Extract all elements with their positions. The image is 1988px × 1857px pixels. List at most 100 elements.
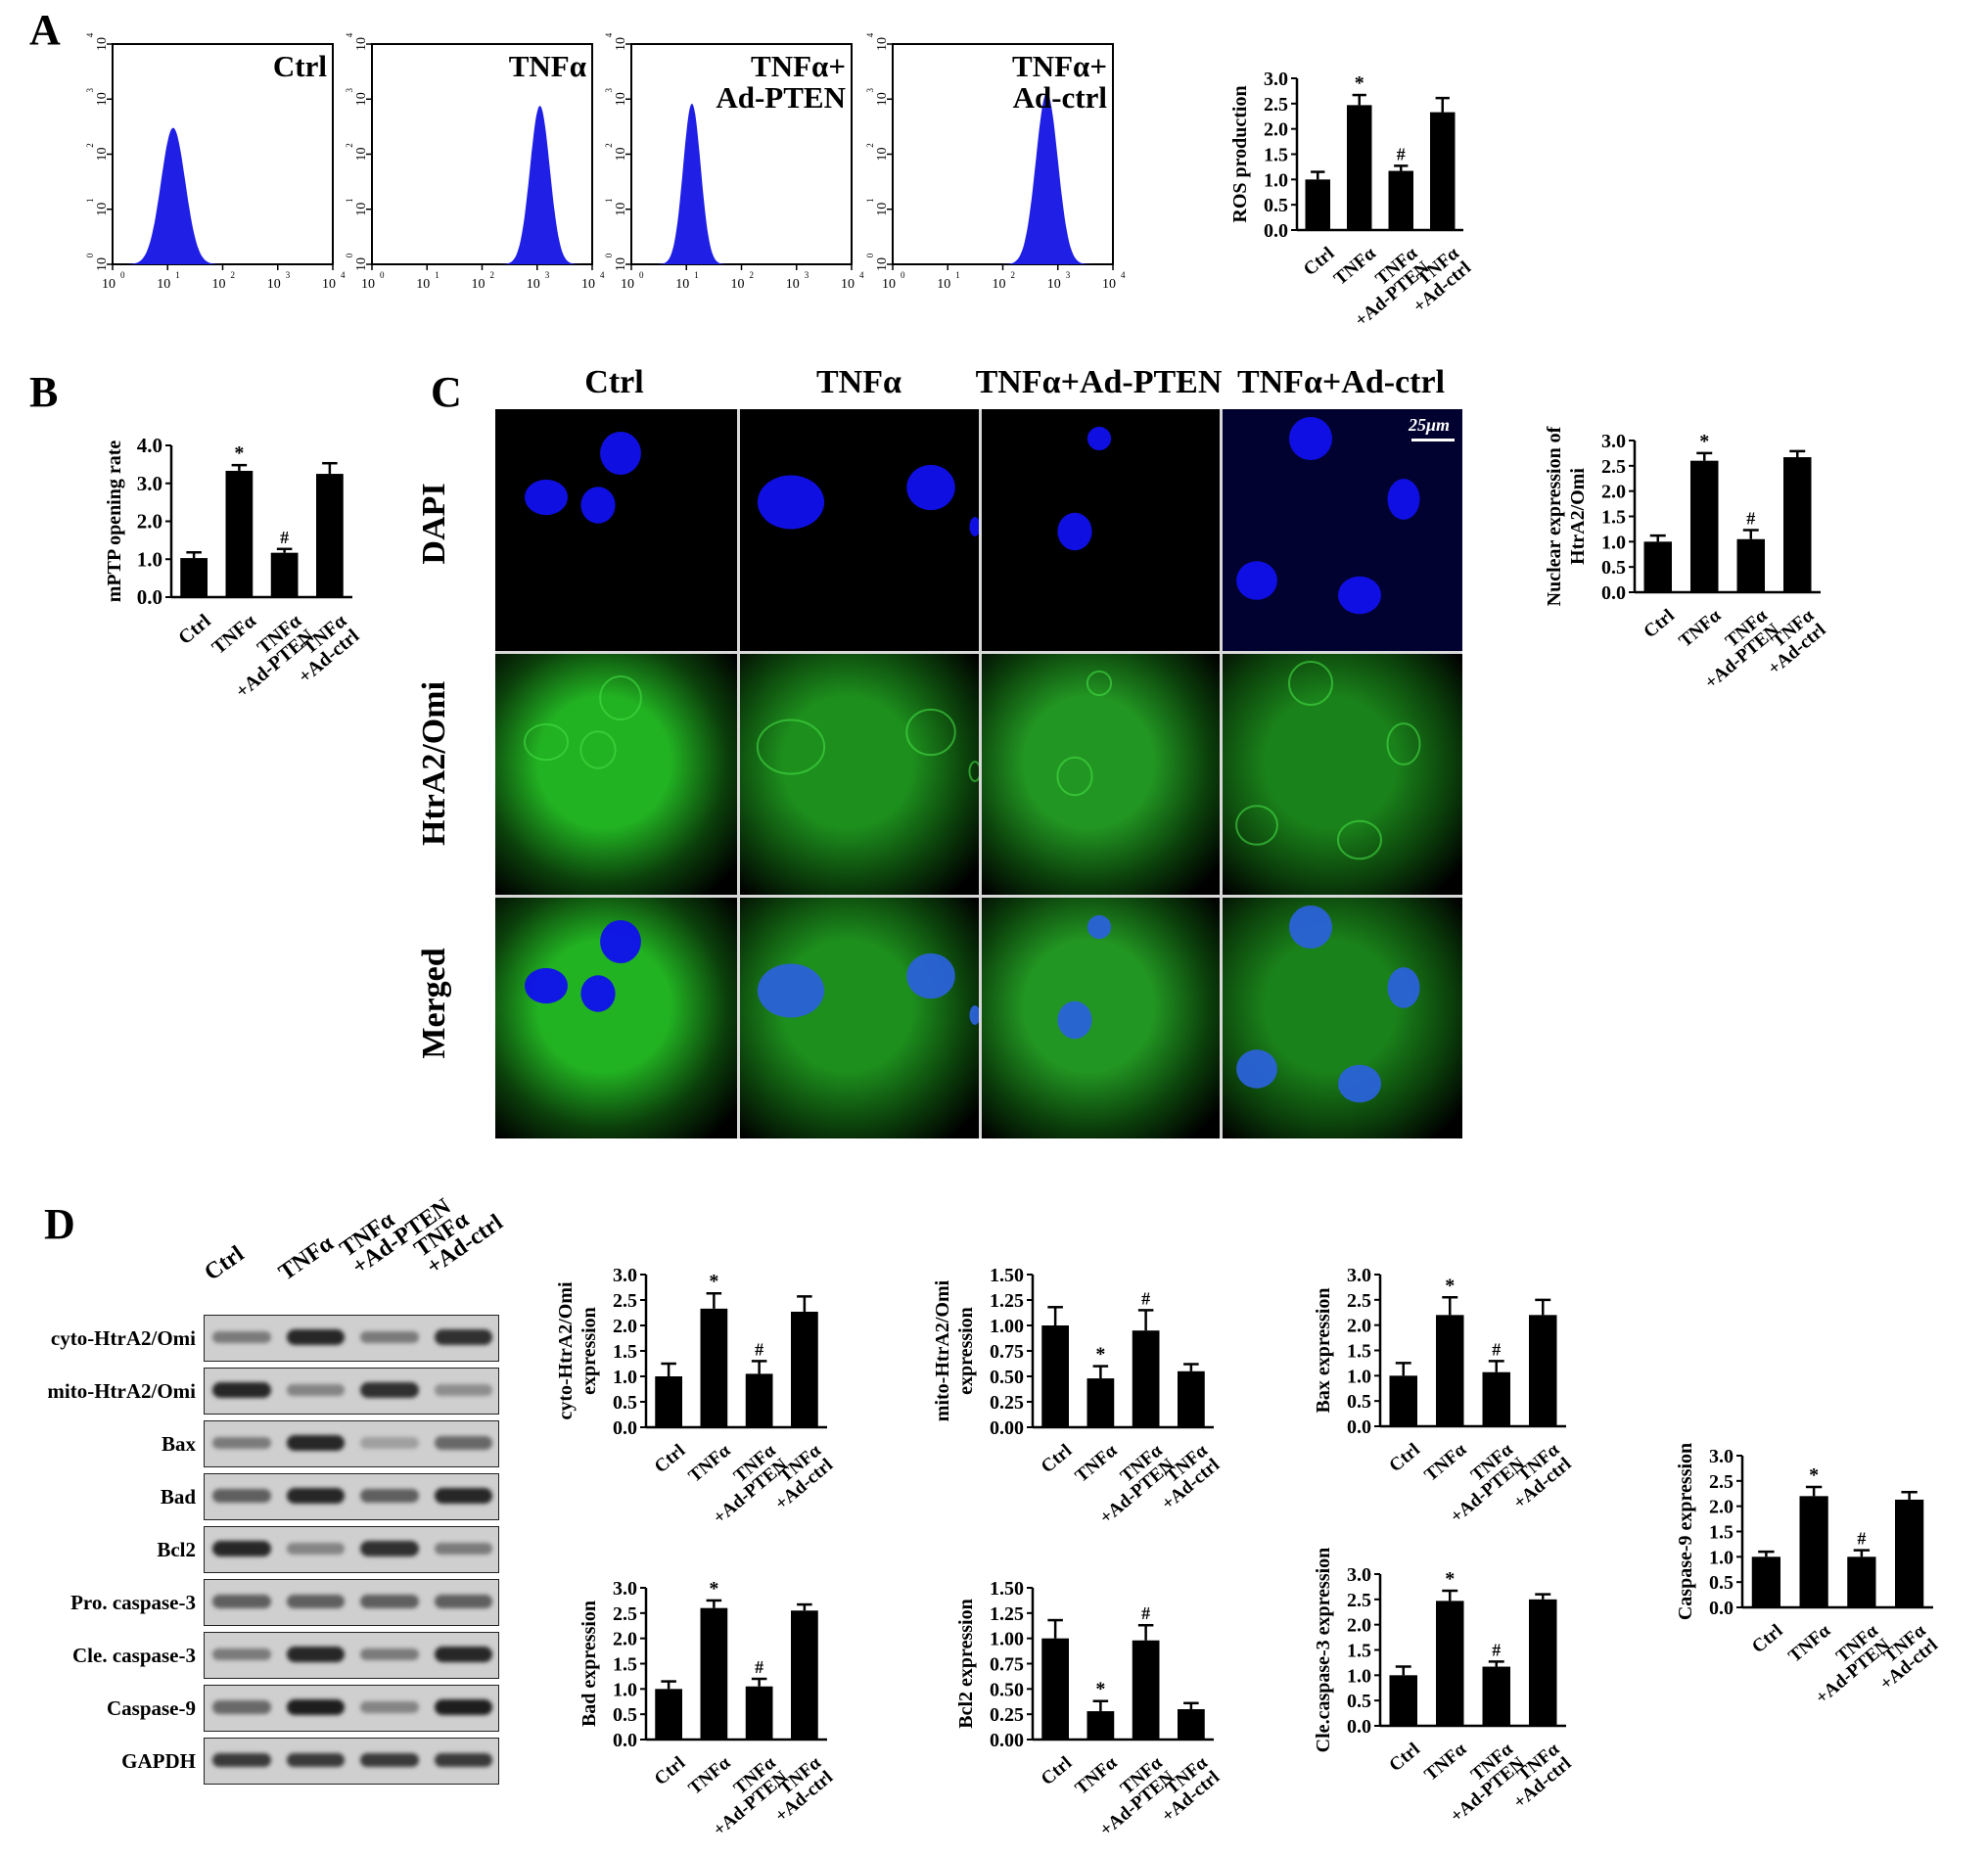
nucleus <box>1289 417 1332 460</box>
microscopy-grid: 25μm <box>495 409 1462 1138</box>
flow-y-tick-label: 10 <box>95 257 110 271</box>
flow-x-tick-label: 10 <box>581 277 595 292</box>
bar-2 <box>1736 538 1765 592</box>
panel-label-d: D <box>44 1200 75 1248</box>
significance-mark: # <box>1492 1640 1501 1659</box>
blot-row-label: Bad <box>160 1485 196 1509</box>
bar-1 <box>1436 1315 1464 1426</box>
bar-3 <box>1529 1315 1557 1426</box>
category-label: TNFα <box>685 1440 735 1487</box>
bar-1 <box>1436 1601 1464 1726</box>
blot-band <box>360 1752 419 1768</box>
category-label: TNFα <box>1420 1739 1470 1786</box>
flow-x-tick-exp: 2 <box>750 270 755 280</box>
micro-image-0-2 <box>982 409 1220 651</box>
flow-x-tick-label: 10 <box>1047 277 1061 292</box>
bar-2 <box>270 552 299 597</box>
blot-band <box>212 1436 271 1450</box>
flow-y-tick-label: 10 <box>875 257 890 271</box>
micro-image-2-2 <box>982 898 1220 1138</box>
flow-histogram <box>893 92 1113 264</box>
y-tick-label: 2.5 <box>1347 1290 1371 1312</box>
flow-histogram <box>113 127 333 264</box>
micro-image-1-2 <box>982 654 1220 895</box>
flow-x-tick-label: 10 <box>416 277 430 292</box>
y-tick-label: 2.0 <box>137 510 162 534</box>
y-tick-label: 4.0 <box>137 434 162 457</box>
bar-0 <box>655 1376 682 1427</box>
micro-row-merged: Merged <box>416 948 452 1059</box>
panel-label-b: B <box>29 368 59 416</box>
y-tick-label: 1.0 <box>1347 1366 1371 1387</box>
nucleus-outline <box>968 761 979 782</box>
nucleus <box>1289 905 1332 949</box>
flow-y-tick-exp: 3 <box>604 88 614 93</box>
y-tick-label: 0.5 <box>1601 557 1626 579</box>
nucleus-outline <box>579 730 617 769</box>
bcl2-expression-chart: Ctrl*TNFα#TNFα+Ad-PTENTNFα+Ad-ctrl0.000.… <box>955 1578 1224 1840</box>
category-label: TNFα <box>1675 605 1725 652</box>
flow-y-tick-label: 10 <box>875 203 890 216</box>
blot-band <box>360 1489 419 1503</box>
bar-2 <box>1388 170 1413 230</box>
category-label: TNFα <box>1072 1752 1122 1799</box>
flow-x-tick-label: 10 <box>322 277 336 292</box>
flow-x-tick-exp: 0 <box>120 270 125 280</box>
significance-mark: * <box>1699 431 1709 452</box>
flow-plot-label: TNFα+ <box>751 49 846 83</box>
flow-x-tick-exp: 0 <box>639 270 644 280</box>
flow-y-tick-exp: 2 <box>865 143 875 148</box>
bar-1 <box>700 1308 728 1427</box>
significance-mark: # <box>755 1657 763 1677</box>
flow-x-tick-label: 10 <box>527 277 540 292</box>
blot-band <box>360 1330 419 1344</box>
bad-expression-chart: Ctrl*TNFα#TNFα+Ad-PTENTNFα+Ad-ctrl0.00.5… <box>578 1578 837 1840</box>
significance-mark: # <box>1141 1603 1150 1623</box>
bar-0 <box>655 1689 682 1740</box>
y-tick-label: 1.0 <box>1347 1665 1371 1687</box>
y-tick-label: 1.00 <box>990 1316 1024 1337</box>
flow-y-tick-exp: 2 <box>604 143 614 148</box>
y-tick-label: 0.00 <box>990 1730 1024 1751</box>
significance-mark: # <box>280 528 289 547</box>
bar-2 <box>1482 1666 1510 1726</box>
y-tick-label: 2.0 <box>1347 1615 1371 1637</box>
y-tick-label: 2.0 <box>1709 1497 1734 1518</box>
blot-lane-label: Ctrl <box>200 1241 249 1286</box>
y-axis-label: Caspase-9 expression <box>1675 1443 1696 1620</box>
flow-x-tick-label: 10 <box>993 277 1006 292</box>
flow-y-tick-label: 10 <box>354 257 369 271</box>
y-tick-label: 0.0 <box>1601 582 1626 604</box>
mptp-opening-rate-chart: Ctrl*TNFα#TNFα+Ad-PTENTNFα+Ad-ctrl0.01.0… <box>104 434 364 703</box>
blot-band <box>360 1382 419 1398</box>
blot-band <box>212 1489 271 1503</box>
nucleus <box>525 967 568 1004</box>
bar-1 <box>1086 1711 1115 1740</box>
significance-mark: * <box>1445 1275 1455 1296</box>
y-tick-label: 0.0 <box>1347 1416 1371 1438</box>
nucleus <box>600 920 641 963</box>
bar-0 <box>1041 1325 1069 1427</box>
flow-y-tick-exp: 3 <box>345 88 354 93</box>
micro-image-1-0 <box>495 654 737 895</box>
y-axis-label: Bax expression <box>1313 1288 1334 1414</box>
bar-0 <box>1389 1675 1417 1726</box>
y-tick-label: 1.5 <box>1347 1641 1371 1662</box>
scale-bar-label: 25μm <box>1409 415 1451 435</box>
y-tick-label: 1.0 <box>1264 169 1288 191</box>
y-tick-label: 1.5 <box>613 1341 637 1363</box>
micro-image-0-0 <box>495 409 737 651</box>
flow-x-tick-label: 10 <box>1102 277 1116 292</box>
flow-y-tick-exp: 1 <box>85 199 95 204</box>
y-tick-label: 0.50 <box>990 1367 1024 1388</box>
bar-1 <box>1799 1496 1828 1607</box>
micro-image-1-3 <box>1223 654 1462 895</box>
flow-y-tick-exp: 3 <box>865 88 875 93</box>
flow-y-tick-label: 10 <box>95 37 110 51</box>
flow-x-tick-label: 10 <box>102 277 116 292</box>
blot-strip <box>204 1579 499 1626</box>
nucleus-outline <box>1288 661 1333 706</box>
micro-cells <box>525 432 641 524</box>
blot-band <box>212 1330 271 1344</box>
